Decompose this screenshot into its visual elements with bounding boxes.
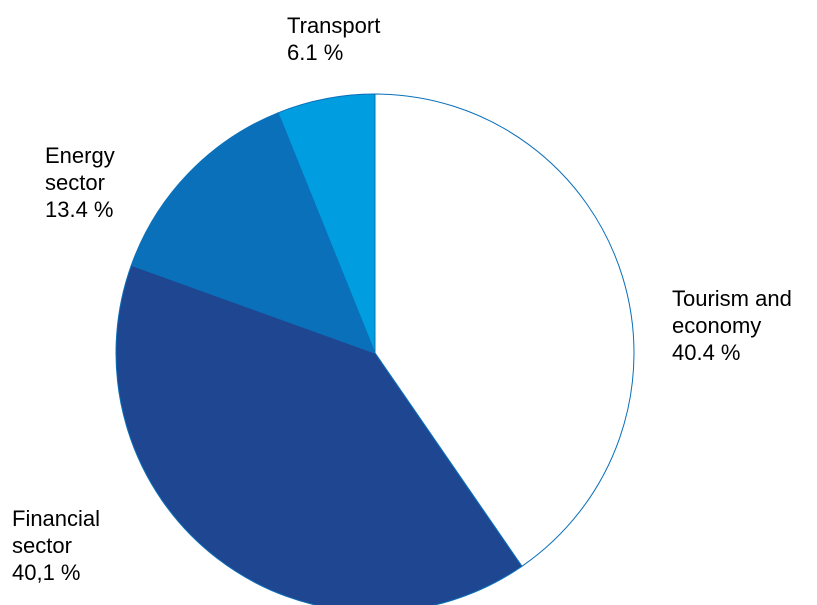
label-line: Tourism and	[672, 286, 792, 311]
label-line: Energy	[45, 143, 115, 168]
pie-slice-transport	[277, 93, 376, 354]
label-value: 13.4 %	[45, 197, 114, 222]
label-line: Financial	[12, 506, 101, 531]
label-line: sector	[12, 533, 72, 558]
pie-slice-financial-sector	[115, 264, 523, 605]
slice-label-tourism-and-economy: Tourism and economy 40.4 %	[672, 285, 792, 366]
label-line: economy	[672, 313, 762, 338]
label-value: 40.4 %	[672, 340, 741, 365]
pie-slice-energy-sector	[130, 112, 376, 354]
pie-slice-tourism-and-economy	[374, 93, 635, 567]
label-line: sector	[45, 170, 105, 195]
slice-label-financial-sector: Financial sector 40,1 %	[12, 505, 100, 586]
slice-label-energy-sector: Energy sector 13.4 %	[45, 142, 115, 223]
label-value: 6.1 %	[287, 40, 344, 65]
label-value: 40,1 %	[12, 560, 81, 585]
slice-label-transport: Transport 6.1 %	[287, 12, 380, 66]
label-line: Transport	[287, 13, 381, 38]
